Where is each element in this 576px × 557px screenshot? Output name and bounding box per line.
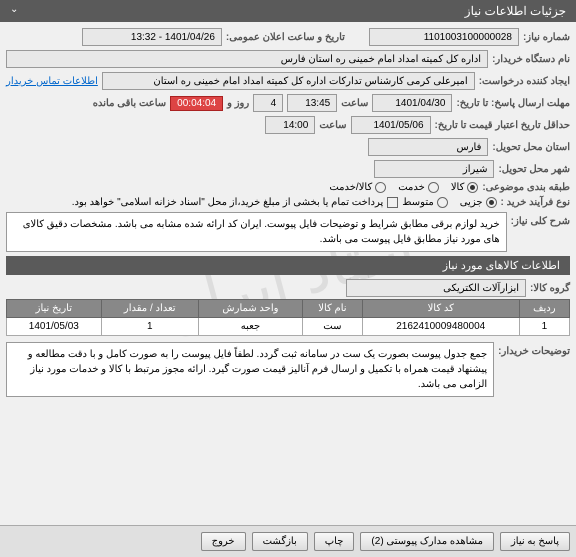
announce-field: 1401/04/26 - 13:32	[82, 28, 222, 46]
process-radios: جزیی متوسط	[402, 197, 496, 208]
items-table: ردیف کد کالا نام کالا واحد شمارش تعداد /…	[6, 299, 570, 336]
radio-kala[interactable]: کالا	[451, 182, 479, 193]
remaining-label: ساعت باقی مانده	[93, 98, 166, 109]
respond-button[interactable]: پاسخ به نیاز	[500, 532, 570, 551]
province-field: فارس	[368, 138, 488, 156]
city-field: شیراز	[374, 160, 494, 178]
radio-khadmat[interactable]: خدمت	[398, 182, 439, 193]
contact-link[interactable]: اطلاعات تماس خریدار	[6, 76, 98, 87]
cell-name: ست	[303, 318, 363, 336]
section-items-title: اطلاعات کالاهای مورد نیاز	[443, 260, 560, 272]
payment-checkbox[interactable]	[387, 197, 398, 208]
cell-date: 1401/05/03	[7, 318, 102, 336]
cell-row: 1	[519, 318, 569, 336]
validity-label: حداقل تاریخ اعتبار قیمت تا تاریخ:	[435, 120, 570, 131]
th-unit: واحد شمارش	[198, 300, 302, 318]
cell-unit: جعبه	[198, 318, 302, 336]
payment-label: پرداخت تمام یا بخشی از مبلغ خرید،از محل …	[72, 197, 384, 208]
group-label: گروه کالا:	[530, 283, 570, 294]
remaining-time: 00:04:04	[170, 96, 223, 111]
buyer-label: نام دستگاه خریدار:	[492, 54, 570, 65]
back-button[interactable]: بازگشت	[252, 532, 308, 551]
province-label: استان محل تحویل:	[492, 142, 570, 153]
need-number-field: 1101003100000028	[369, 28, 519, 46]
process-label: نوع فرآیند خرید :	[501, 197, 570, 208]
deadline-time-field: 13:45	[287, 94, 337, 112]
creator-field: امیرعلی کرمی کارشناس تدارکات اداره کل کم…	[102, 72, 475, 90]
th-code: کد کالا	[362, 300, 519, 318]
th-qty: تعداد / مقدار	[101, 300, 198, 318]
radio-jozei[interactable]: جزیی	[460, 197, 497, 208]
footer-buttons: پاسخ به نیاز مشاهده مدارک پیوستی (2) چاپ…	[0, 525, 576, 557]
validity-time-field: 14:00	[265, 116, 315, 134]
attachments-button[interactable]: مشاهده مدارک پیوستی (2)	[360, 532, 494, 551]
announce-label: تاریخ و ساعت اعلان عمومی:	[226, 32, 345, 43]
exit-button[interactable]: خروج	[201, 532, 246, 551]
table-row[interactable]: 1 2162410009480004 ست جعبه 1 1401/05/03	[7, 318, 570, 336]
section-items-bar: اطلاعات کالاهای مورد نیاز	[6, 256, 570, 275]
desc-field: خرید لوازم برقی مطابق شرایط و توضیحات فا…	[6, 212, 507, 252]
main-content: شماره نیاز: 1101003100000028 تاریخ و ساع…	[0, 22, 576, 403]
table-header-row: ردیف کد کالا نام کالا واحد شمارش تعداد /…	[7, 300, 570, 318]
category-label: طبقه بندی موضوعی:	[482, 182, 570, 193]
header-bar: جزئیات اطلاعات نیاز ⌄	[0, 0, 576, 22]
th-name: نام کالا	[303, 300, 363, 318]
desc-label: شرح کلی نیاز:	[511, 212, 570, 227]
city-label: شهر محل تحویل:	[498, 164, 570, 175]
header-title: جزئیات اطلاعات نیاز	[465, 4, 566, 18]
days-label: روز و	[227, 98, 249, 109]
buyer-notes-label: توضیحات خریدار:	[498, 342, 570, 357]
cell-code: 2162410009480004	[362, 318, 519, 336]
need-number-label: شماره نیاز:	[523, 32, 570, 43]
time-label-2: ساعت	[319, 120, 346, 131]
th-date: تاریخ نیاز	[7, 300, 102, 318]
validity-date-field: 1401/05/06	[351, 116, 431, 134]
print-button[interactable]: چاپ	[314, 532, 355, 551]
category-radios: کالا خدمت کالا/خدمت	[329, 182, 478, 193]
time-label-1: ساعت	[341, 98, 368, 109]
creator-label: ایجاد کننده درخواست:	[479, 76, 570, 87]
buyer-notes-field: جمع جدول پیوست بصورت یک ست در سامانه ثبت…	[6, 342, 494, 397]
buyer-field: اداره کل کمیته امداد امام خمینی ره استان…	[6, 50, 488, 68]
th-row: ردیف	[519, 300, 569, 318]
days-field: 4	[253, 94, 283, 112]
collapse-icon[interactable]: ⌄	[10, 4, 18, 18]
group-field: ابزارآلات الکتریکی	[346, 279, 526, 297]
deadline-send-label: مهلت ارسال پاسخ: تا تاریخ:	[456, 98, 570, 109]
deadline-date-field: 1401/04/30	[372, 94, 452, 112]
cell-qty: 1	[101, 318, 198, 336]
radio-kala-khadmat[interactable]: کالا/خدمت	[329, 182, 386, 193]
radio-motavaset[interactable]: متوسط	[402, 197, 447, 208]
